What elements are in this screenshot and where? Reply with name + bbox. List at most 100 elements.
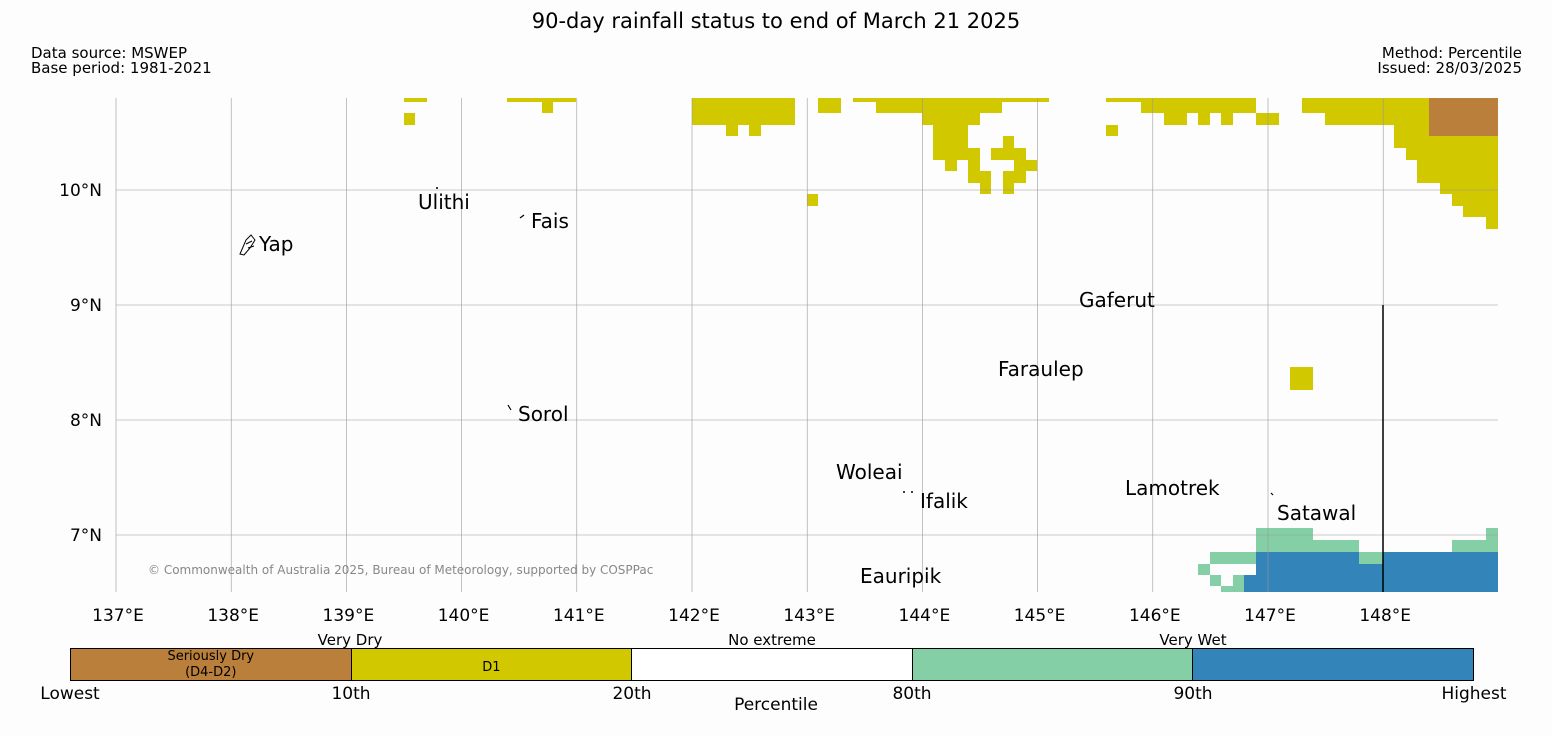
rainfall-cell-very-wet-light (1221, 586, 1244, 592)
map-title: 90-day rainfall status to end of March 2… (531, 9, 1021, 33)
legend-d1: D1 (351, 649, 633, 680)
lon-tick-label: 137°E (92, 606, 144, 626)
legend-very-wet-dark (1193, 649, 1473, 680)
ifalik-island-dot (911, 491, 913, 493)
rainfall-cell-very-dry (1106, 125, 1118, 136)
rainfall-cell-very-dry (1003, 171, 1026, 183)
rainfall-cells (404, 98, 1498, 592)
rainfall-cell-very-wet-light (1452, 540, 1498, 552)
rainfall-cell-very-dry (772, 113, 795, 125)
legend-group-no-extreme: No extreme (728, 631, 816, 649)
percentile-10th: 10th (331, 684, 371, 704)
rainfall-cell-very-wet-dark (1383, 564, 1395, 592)
lon-tick-label: 146°E (1129, 606, 1181, 626)
rainfall-cell-very-dry (1003, 136, 1014, 148)
place-label-gaferut: Gaferut (1079, 288, 1155, 312)
lat-tick-label: 10°N (59, 181, 102, 201)
rainfall-cell-very-wet-light (1198, 564, 1210, 575)
place-label-eauripik: Eauripik (860, 564, 942, 588)
rainfall-cell-very-dry (1014, 160, 1037, 171)
lon-tick-label: 140°E (438, 606, 490, 626)
rainfall-cell-very-dry (1164, 113, 1187, 125)
copyright-text: © Commonwealth of Australia 2025, Bureau… (148, 563, 653, 577)
legend-color-bar: Seriously Dry (D4-D2) D1 (70, 648, 1474, 681)
place-label-ulithi: Ulithi (418, 190, 470, 214)
legend-no-extreme (632, 649, 913, 680)
rainfall-cell-very-dry (1141, 98, 1256, 113)
lon-tick-label: 143°E (783, 606, 835, 626)
rainfall-cell-very-dry (404, 113, 415, 125)
rainfall-cell-very-dry (542, 98, 553, 113)
lon-tick-label: 148°E (1359, 606, 1411, 626)
rainfall-cell-very-wet-light (1256, 528, 1313, 552)
data-source-block: Data source: MSWEP Base period: 1981-202… (31, 46, 212, 76)
rainfall-cell-very-dry (1452, 194, 1498, 206)
place-labels: Yap Ulithi Fais Gaferut Faraulep Sorol Woleai I… (258, 190, 1356, 588)
lon-tick-label: 145°E (1014, 606, 1066, 626)
rainfall-cell-very-dry (404, 98, 427, 102)
lat-tick-label: 9°N (70, 296, 102, 316)
lon-tick-label: 138°E (207, 606, 259, 626)
rainfall-cell-very-dry (1417, 160, 1498, 183)
rainfall-cell-very-dry (818, 98, 841, 113)
rainfall-cell-very-dry (1440, 183, 1498, 194)
place-label-sorol: Sorol (518, 402, 569, 426)
percentile-lowest: Lowest (40, 684, 100, 704)
base-period-text: Base period: 1981-2021 (31, 59, 212, 77)
rainfall-cell-very-dry (1221, 113, 1233, 125)
rainfall-cell-very-dry (991, 148, 1026, 160)
lat-tick-label: 8°N (70, 411, 102, 431)
percentile-90th: 90th (1173, 684, 1213, 704)
lon-tick-label: 147°E (1244, 606, 1296, 626)
island-outlines (239, 187, 1274, 496)
data-source-text: Data source: MSWEP (31, 44, 188, 62)
rainfall-cell-very-wet-light (1233, 575, 1244, 586)
rainfall-cell-very-dry (1003, 183, 1014, 194)
lon-tick-label: 141°E (553, 606, 605, 626)
ulithi-island-dot (436, 187, 438, 189)
rainfall-cell-very-dry (507, 98, 576, 102)
place-label-woleai: Woleai (836, 460, 903, 484)
rainfall-cell-very-dry (1256, 113, 1279, 125)
lon-tick-label: 142°E (668, 606, 720, 626)
legend-group-very-dry: Very Dry (317, 631, 383, 649)
place-label-fais: Fais (531, 209, 569, 233)
yap-island-outline (239, 234, 256, 256)
lon-tick-label: 139°E (323, 606, 375, 626)
rainfall-cell-very-wet-light (1486, 528, 1498, 540)
rainfall-cell-seriously-dry (1429, 98, 1498, 136)
place-label-ifalik: Ifalik (920, 489, 968, 513)
rainfall-cell-very-wet-dark (1383, 552, 1498, 592)
issued-text: Issued: 28/03/2025 (1377, 59, 1522, 77)
rainfall-cell-very-wet-light (1210, 552, 1256, 564)
legend-seriously-dry: Seriously Dry (D4-D2) (71, 649, 352, 680)
lon-tick-label: 144°E (899, 606, 951, 626)
percentile-axis-label: Percentile (734, 695, 818, 715)
place-label-yap: Yap (258, 232, 293, 256)
rainfall-cell-very-dry (1486, 217, 1498, 229)
rainfall-cell-very-dry (1106, 98, 1141, 102)
rainfall-cell-very-wet-dark (1359, 564, 1383, 592)
rainfall-cell-very-dry (807, 194, 818, 206)
percentile-80th: 80th (892, 684, 932, 704)
fais-island-mark (519, 214, 525, 219)
rainfall-cell-very-dry (945, 160, 957, 171)
rainfall-cell-very-dry (1002, 98, 1049, 102)
rainfall-cell-very-wet-light (1313, 540, 1359, 552)
rainfall-cell-very-dry (1290, 367, 1313, 390)
rainfall-cell-very-dry (1463, 206, 1498, 217)
rainfall-cell-very-dry (1406, 148, 1498, 160)
rainfall-cell-very-dry (968, 148, 980, 171)
place-label-lamotrek: Lamotrek (1125, 476, 1220, 500)
lat-tick-label: 7°N (70, 526, 102, 546)
percentile-20th: 20th (612, 684, 652, 704)
axis-tick-labels: 137°E 138°E 139°E 140°E 141°E 142°E 143°E 144°E… (59, 181, 1411, 626)
rainfall-cell-very-wet-dark (1256, 564, 1348, 575)
rainfall-cell-very-dry (749, 125, 761, 136)
percentile-highest: Highest (1441, 684, 1507, 704)
yap-island-detail (245, 240, 255, 249)
sorol-island-mark (507, 404, 512, 411)
rainfall-cell-very-wet-dark (1244, 575, 1383, 592)
place-label-faraulep: Faraulep (998, 357, 1084, 381)
